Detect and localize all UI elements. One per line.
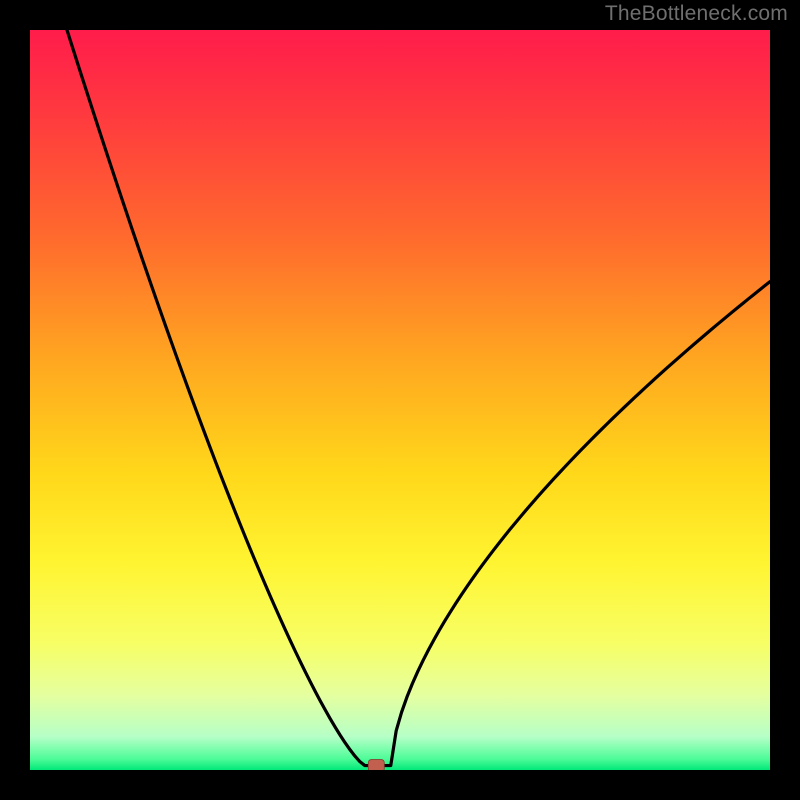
chart-frame: { "watermark": { "text": "TheBottleneck.… bbox=[0, 0, 800, 800]
optimum-marker bbox=[368, 760, 384, 770]
chart-svg bbox=[30, 30, 770, 770]
plot-area bbox=[30, 30, 770, 770]
gradient-background bbox=[30, 30, 770, 770]
watermark-text: TheBottleneck.com bbox=[605, 2, 788, 26]
